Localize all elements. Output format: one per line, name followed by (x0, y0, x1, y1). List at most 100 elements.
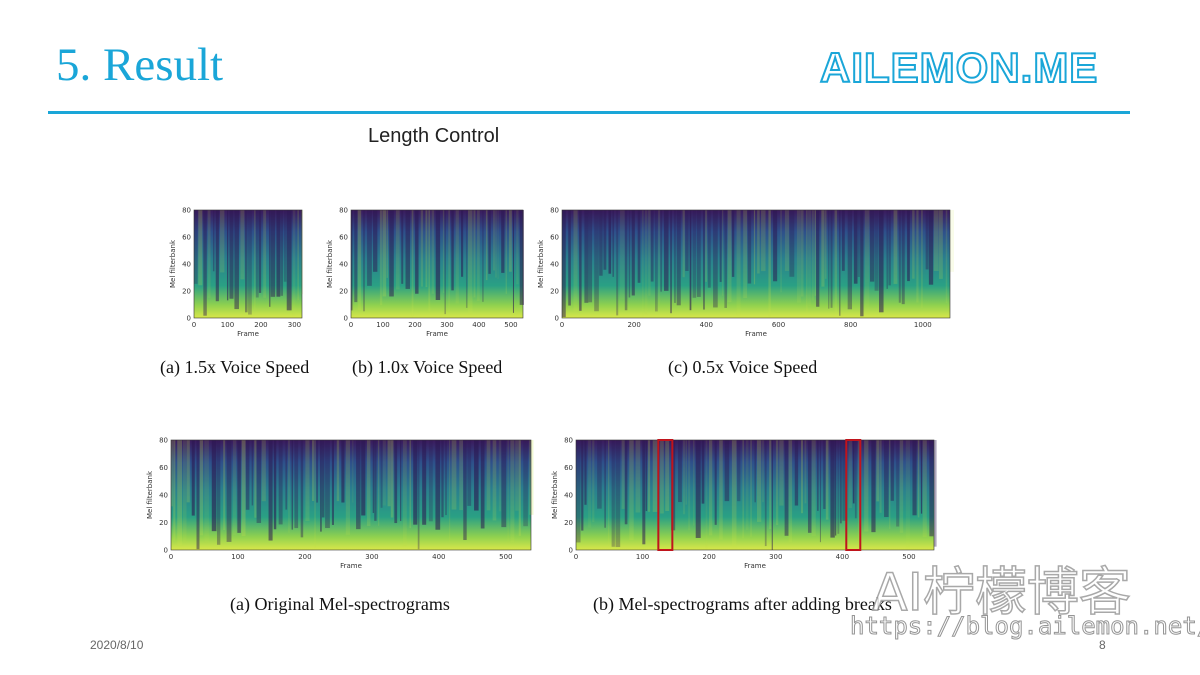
spectrogram-texture (823, 440, 826, 509)
spectrogram-texture (678, 440, 682, 503)
y-tick-label: 20 (550, 288, 559, 296)
y-tick-label: 0 (344, 315, 348, 323)
spectrogram-texture (879, 210, 884, 313)
slide-date: 2020/8/10 (90, 638, 144, 652)
spectrogram-texture (635, 440, 641, 513)
spectrogram-texture (757, 210, 760, 274)
x-tick-label: 500 (499, 553, 512, 561)
spectrogram-texture (842, 440, 848, 521)
x-tick-label: 400 (700, 321, 713, 329)
spectrogram-texture (775, 440, 779, 526)
spectrogram-texture (448, 210, 450, 312)
spectrogram-texture (705, 210, 708, 282)
spectrogram-texture (825, 440, 829, 520)
spectrogram-texture (234, 210, 239, 310)
spectrogram-texture (817, 440, 819, 511)
x-tick-label: 0 (192, 321, 196, 329)
x-tick-label: 100 (221, 321, 234, 329)
x-axis-label: Frame (744, 562, 766, 570)
x-tick-label: 0 (169, 553, 173, 561)
y-tick-label: 60 (564, 464, 573, 472)
spectrogram-texture (325, 440, 330, 529)
spectrogram-texture (719, 440, 723, 540)
spectrogram-texture (291, 440, 293, 530)
spectrogram-original: 0 20 40 60 80 Mel filterbank 0 100 200 300 400 500 F… (145, 434, 535, 572)
spectrogram-texture (588, 440, 592, 528)
spectrogram-texture (498, 440, 502, 512)
spectrogram-texture (258, 210, 262, 293)
spectrogram-texture (839, 440, 842, 524)
spectrogram-texture (422, 440, 427, 525)
spectrogram-texture (628, 210, 631, 298)
spectrogram-texture (871, 440, 876, 533)
spectrogram-texture (811, 210, 814, 301)
spectrogram-texture (473, 210, 476, 298)
spectrogram-texture (345, 440, 350, 535)
x-axis-label: Frame (745, 330, 767, 338)
plot-frame (575, 439, 935, 551)
spectrogram-texture (254, 440, 257, 518)
spectrogram-texture (263, 210, 267, 298)
spectrogram-texture (722, 210, 724, 296)
spectrogram-texture (804, 440, 807, 504)
spectrogram-texture (215, 210, 219, 302)
spectrogram-texture (860, 210, 864, 317)
spectrogram-texture (245, 210, 248, 313)
spectrogram-texture (199, 440, 204, 536)
x-axis-label: Frame (340, 562, 362, 570)
spectrogram-texture (658, 210, 661, 305)
spectrogram-texture (387, 440, 391, 507)
spectrogram-texture (198, 210, 203, 286)
spectrogram-texture (515, 440, 519, 511)
spectrogram-0-5x: 0 20 40 60 80 Mel filterbank 0 200 400 600 800 1000… (536, 204, 954, 340)
break-highlight-box (657, 439, 674, 551)
caption-1-5x: (a) 1.5x Voice Speed (160, 357, 310, 377)
spectrogram-texture (505, 210, 508, 294)
x-tick-label: 0 (574, 553, 578, 561)
spectrogram-area (171, 440, 531, 550)
spectrogram-texture (268, 440, 273, 541)
spectrogram-texture (415, 210, 419, 294)
spectrogram-texture (886, 210, 888, 289)
spectrogram-texture (819, 440, 821, 543)
y-tick-label: 0 (569, 547, 573, 555)
spectrogram-texture (853, 210, 858, 284)
x-tick-label: 0 (349, 321, 353, 329)
spectrogram-texture (707, 210, 711, 288)
spectrogram-svg: 0 20 40 60 80 Mel filterbank 0 100 200 300 400 500 F… (326, 207, 525, 338)
spectrogram-texture (745, 440, 749, 530)
spectrogram-texture (226, 210, 229, 301)
spectrogram-texture (331, 440, 334, 525)
spectrogram-texture (501, 210, 505, 273)
spectrogram-texture (361, 440, 366, 516)
spectrogram-texture (294, 440, 299, 529)
spectrogram-1-0x: 0 20 40 60 80 Mel filterbank 0 100 200 300 400 500 F… (325, 204, 527, 340)
spectrogram-texture (321, 440, 325, 518)
spectrogram-texture (879, 440, 882, 513)
spectrogram-texture (852, 440, 855, 504)
spectrogram-texture (382, 440, 386, 506)
caption-with-breaks: (b) Mel-spectrograms after adding breaks (593, 594, 892, 614)
spectrogram-texture (413, 440, 418, 525)
spectrogram-texture (612, 210, 614, 277)
spectrogram-texture (754, 440, 756, 503)
spectrogram-texture (377, 440, 380, 526)
spectrogram-texture (435, 210, 441, 300)
spectrogram-texture (300, 440, 304, 538)
spectrogram-texture (624, 440, 628, 525)
spectrogram-texture (949, 210, 954, 272)
spectrogram-texture (482, 210, 484, 302)
spectrogram-texture (292, 210, 296, 318)
spectrogram-texture (642, 210, 644, 318)
spectrogram-texture (747, 210, 752, 284)
spectrogram-texture (480, 440, 485, 529)
spectrogram-texture (645, 440, 648, 512)
spectrogram-texture (451, 210, 454, 291)
spectrogram-texture (652, 440, 658, 512)
y-axis-label: Mel filterbank (326, 239, 334, 288)
spectrogram-texture (273, 440, 277, 530)
spectrogram-texture (196, 440, 200, 550)
caption-1-0x: (b) 1.0x Voice Speed (352, 357, 503, 377)
x-tick-label: 800 (844, 321, 857, 329)
spectrogram-texture (824, 210, 827, 279)
